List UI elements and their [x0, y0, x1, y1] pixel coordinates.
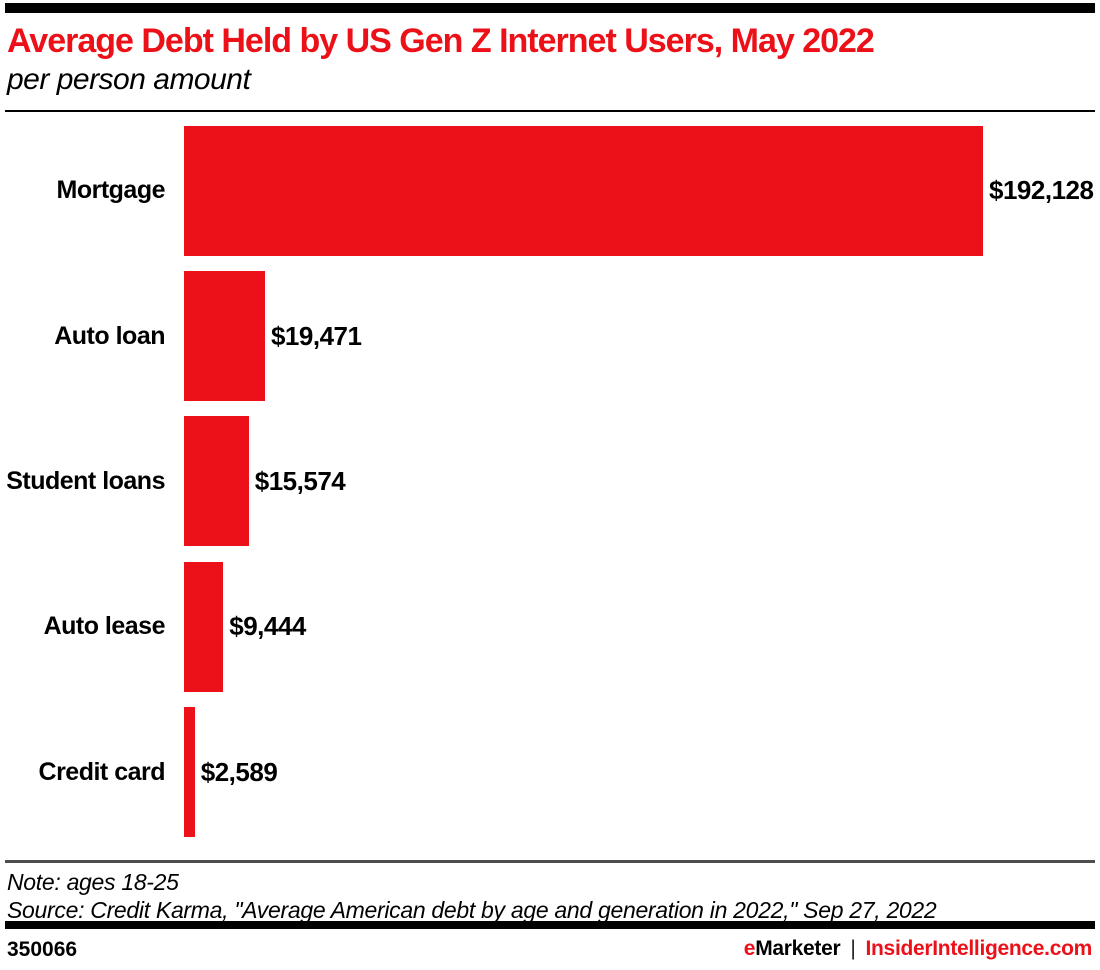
- value-label: $2,589: [200, 756, 278, 787]
- value-label: $15,574: [254, 465, 346, 496]
- bar-auto-lease: [184, 561, 224, 692]
- chart-row: Auto loan $19,471: [0, 263, 1100, 408]
- chart-row: Auto lease $9,444: [0, 554, 1100, 699]
- chart-title: Average Debt Held by US Gen Z Internet U…: [7, 22, 875, 60]
- chart-row: Student loans $15,574: [0, 409, 1100, 554]
- bar-chart: Mortgage $192,128 Auto loan $19,471 Student …: [0, 118, 1100, 845]
- category-label: Auto loan: [54, 321, 165, 350]
- bar-student-loans: [184, 416, 249, 547]
- chart-row: Credit card $2,589: [0, 700, 1100, 845]
- bar-credit-card: [184, 707, 195, 838]
- footnote-divider: [5, 860, 1095, 863]
- bar-area: $19,471: [184, 271, 1100, 402]
- bar-auto-loan: [184, 271, 265, 402]
- value-label: $9,444: [229, 611, 306, 642]
- footer-black-bar: [5, 921, 1095, 929]
- category-label: Auto lease: [43, 612, 166, 641]
- category-label: Credit card: [38, 757, 166, 786]
- chart-subtitle: per person amount: [7, 63, 251, 96]
- chart-id: 350066: [7, 938, 78, 961]
- bar-area: $192,128: [184, 125, 1100, 256]
- insider-intelligence-link[interactable]: InsiderIntelligence.com: [865, 937, 1093, 960]
- category-label: Student loans: [6, 466, 165, 495]
- category-label: Mortgage: [56, 176, 166, 205]
- header-divider: [5, 110, 1095, 112]
- emarketer-logo-text: Marketer: [755, 937, 841, 960]
- chart-row: Mortgage $192,128: [0, 118, 1100, 263]
- value-label: $192,128: [989, 175, 1094, 206]
- bar-area: $15,574: [184, 416, 1100, 547]
- value-label: $19,471: [270, 320, 362, 351]
- bar-area: $2,589: [184, 707, 1100, 838]
- top-black-bar: [5, 3, 1095, 13]
- emarketer-logo-e: e: [743, 937, 756, 960]
- bar-mortgage: [184, 125, 983, 256]
- branding-separator: |: [850, 937, 856, 960]
- branding: eMarketer | InsiderIntelligence.com: [743, 937, 1093, 961]
- source-text: Source: Credit Karma, "Average American …: [7, 897, 937, 923]
- bar-area: $9,444: [184, 561, 1100, 692]
- note-text: Note: ages 18-25: [7, 869, 179, 895]
